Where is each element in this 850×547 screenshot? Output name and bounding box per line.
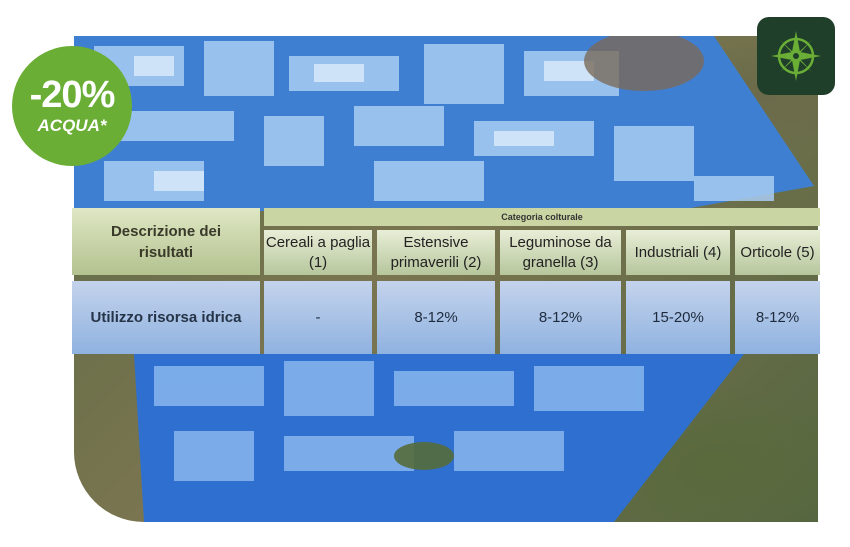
header-crop-category: Categoria colturale [264,208,820,226]
aerial-map-image [74,36,818,522]
column-header: Estensive primaverili (2) [377,230,495,275]
table-cell: - [264,281,372,354]
header-results-description: Descrizione dei risultati [72,208,260,275]
column-header: Leguminose da granella (3) [500,230,621,275]
table-cell: 8-12% [735,281,820,354]
column-header: Orticole (5) [735,230,820,275]
table-cell: 15-20% [626,281,730,354]
water-saving-badge: -20% ACQUA* [12,46,132,166]
table-cell: 8-12% [500,281,621,354]
badge-label: ACQUA* [37,116,107,135]
column-header: Industriali (4) [626,230,730,275]
row-label-water-use: Utilizzo risorsa idrica [72,281,260,354]
compass-icon [771,31,821,81]
column-header: Cereali a paglia (1) [264,230,372,275]
irrigation-map-graphic [74,36,814,522]
badge-value: -20% [29,74,116,116]
table-cell: 8-12% [377,281,495,354]
compass-logo [757,17,835,95]
results-table: Descrizione dei risultati Categoria colt… [72,208,820,354]
